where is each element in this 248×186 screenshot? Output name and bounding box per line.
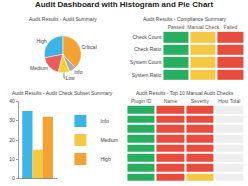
svg-text:Passed: Passed [168, 24, 185, 30]
svg-text:High: High [100, 156, 111, 162]
svg-text:Audit Dashboard with Histogram: Audit Dashboard with Histogram and Pie C… [35, 0, 214, 9]
svg-text:Info: Info [100, 118, 109, 124]
svg-text:Medium: Medium [30, 65, 48, 71]
svg-text:Audit Results - Compliance Sum: Audit Results - Compliance Summary [143, 16, 227, 22]
svg-text:Info: Info [74, 69, 83, 75]
svg-text:20: 20 [9, 137, 15, 143]
svg-text:Name: Name [164, 98, 178, 104]
svg-text:High: High [37, 38, 48, 44]
svg-text:Critical: Critical [81, 44, 96, 50]
svg-text:Audit Results - Audit Summary: Audit Results - Audit Summary [29, 16, 97, 22]
svg-text:Low: Low [65, 75, 75, 81]
svg-text:Medium: Medium [100, 137, 118, 143]
svg-text:40: 40 [9, 98, 15, 104]
svg-text:Check Ratio: Check Ratio [134, 46, 161, 52]
svg-text:Manual Check: Manual Check [187, 24, 219, 30]
svg-text:Severity: Severity [191, 98, 210, 104]
svg-text:Host Total: Host Total [218, 98, 240, 104]
svg-text:10: 10 [9, 156, 15, 162]
svg-text:Check Count: Check Count [132, 34, 162, 40]
svg-text:Plugin ID: Plugin ID [131, 98, 152, 104]
svg-text:Audit Results - Audit Check Su: Audit Results - Audit Check Subset Summa… [12, 90, 113, 96]
svg-text:Failed: Failed [224, 24, 238, 30]
svg-text:System Ratio: System Ratio [132, 72, 162, 78]
svg-text:System Count: System Count [130, 59, 162, 65]
svg-text:Audit Results - Top 10 Manual: Audit Results - Top 10 Manual Audit Chec… [136, 90, 234, 96]
svg-text:30: 30 [9, 117, 15, 123]
svg-text:0: 0 [12, 175, 15, 181]
